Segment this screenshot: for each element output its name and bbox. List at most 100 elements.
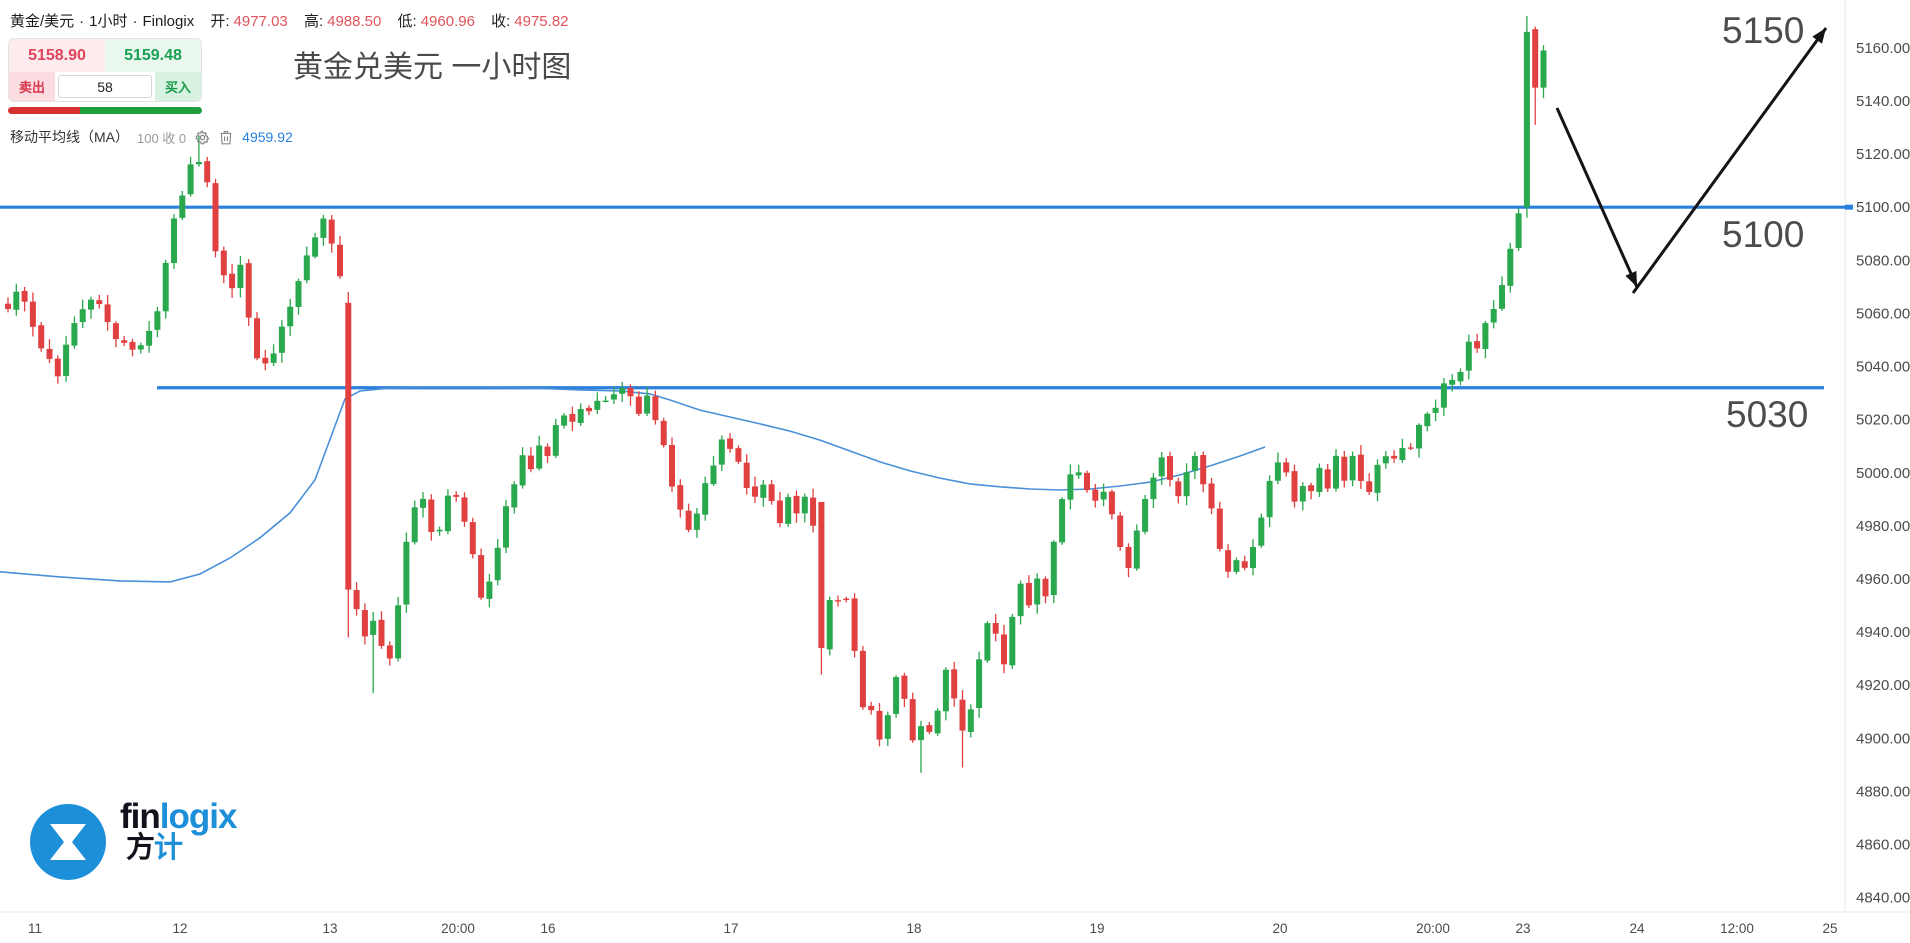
candle-body	[893, 677, 900, 714]
candle-body	[386, 645, 393, 659]
candle-body	[403, 541, 410, 605]
close-value: 4975.82	[514, 13, 569, 30]
time-tick-label: 23	[1515, 921, 1530, 936]
time-tick-label: 12:00	[1720, 921, 1754, 936]
candle-body	[1374, 464, 1381, 493]
time-tick-label: 16	[540, 921, 555, 936]
candle-body	[735, 448, 742, 462]
candle-body	[619, 388, 626, 394]
candle-body	[112, 323, 119, 340]
price-tick-label: 5140.00	[1856, 93, 1910, 110]
trend-arrow-up[interactable]	[1631, 27, 1828, 294]
candle-body	[743, 462, 750, 489]
candle-body	[660, 420, 667, 446]
candle-body	[270, 353, 277, 363]
candle-body	[1175, 481, 1182, 497]
candle-body	[1440, 383, 1447, 408]
ma-legend: 移动平均线（MA） 100 收 0 4959.92	[10, 127, 293, 147]
candle-body	[710, 465, 717, 485]
quote-widget: 5158.90 5159.48 卖出 买入	[8, 38, 202, 114]
candle-body	[353, 590, 360, 610]
candle-body	[1034, 578, 1041, 605]
candle-body	[1200, 455, 1207, 485]
sell-ratio-bar	[8, 107, 80, 114]
candle-body	[361, 610, 368, 637]
candle-body	[328, 219, 335, 244]
candle-body	[702, 483, 709, 515]
candle-body	[934, 710, 941, 734]
symbol-name[interactable]: 黄金/美元	[10, 13, 75, 30]
trash-icon[interactable]	[218, 129, 234, 145]
buy-price[interactable]: 5159.48	[105, 39, 201, 72]
annotation-label-5150[interactable]: 5150	[1722, 10, 1805, 51]
time-tick-label: 17	[723, 921, 738, 936]
time-tick-label: 18	[906, 921, 921, 936]
candle-body	[519, 455, 526, 486]
candle-body	[1490, 308, 1497, 323]
gear-icon[interactable]	[194, 129, 210, 145]
annotation-arrows[interactable]	[1555, 27, 1828, 294]
candle-body	[818, 501, 825, 649]
time-tick-label: 20:00	[1416, 921, 1450, 936]
candle-body	[1482, 323, 1489, 350]
candle-body	[1233, 560, 1240, 572]
candle-body	[959, 699, 966, 731]
logo-cjk-ji: 计	[154, 832, 183, 865]
price-axis[interactable]: 5160.00 5140.00 5120.00 5100.00 5080.00 5060.…	[1856, 40, 1910, 907]
candle-body	[586, 407, 592, 412]
price-tick-label: 4900.00	[1856, 730, 1910, 747]
time-axis[interactable]: 11 12 13 20:00 16 17 18 19 20 20:00 23 24 12:00 25	[28, 921, 1838, 936]
candle-body	[486, 581, 493, 599]
candle-body	[1100, 491, 1107, 500]
candle-body	[1009, 616, 1016, 666]
candle-body	[1001, 634, 1007, 665]
candle-body	[1084, 472, 1090, 491]
candle-body	[569, 414, 576, 422]
candle-body	[859, 650, 866, 708]
candle-body	[38, 325, 45, 349]
candle-body	[1349, 455, 1356, 481]
quantity-input[interactable]	[58, 75, 152, 98]
candle-body	[876, 710, 883, 740]
candle-body	[768, 484, 775, 502]
candle-body	[436, 529, 443, 532]
ma-line[interactable]	[0, 386, 1266, 583]
trend-arrow-down[interactable]	[1555, 107, 1639, 288]
candle-body	[1025, 582, 1032, 606]
candle-body	[337, 244, 343, 277]
interval-label[interactable]: 1小时	[89, 13, 128, 30]
candle-body	[1042, 578, 1049, 597]
annotation-label-5100[interactable]: 5100	[1722, 214, 1805, 255]
candle-body	[146, 330, 153, 346]
candle-body	[976, 659, 983, 708]
sell-price[interactable]: 5158.90	[9, 39, 105, 72]
candle-body	[303, 255, 310, 281]
sentiment-bar	[8, 107, 202, 114]
candle-body	[967, 709, 974, 732]
candle-body	[461, 497, 468, 522]
candle-body	[1515, 213, 1522, 249]
candle-body	[1299, 486, 1306, 502]
candle-body	[868, 705, 875, 711]
annotation-label-5030[interactable]: 5030	[1726, 394, 1809, 435]
candle-body	[378, 619, 385, 646]
candle-body	[295, 281, 302, 307]
candle-body	[1017, 583, 1024, 617]
price-tick-label: 4920.00	[1856, 677, 1910, 694]
candle-body	[1266, 480, 1273, 518]
candle-body	[187, 164, 194, 195]
ma-value: 4959.92	[242, 129, 293, 145]
level-lines[interactable]	[0, 205, 1845, 390]
candle-body	[1382, 456, 1389, 464]
buy-button[interactable]: 买入	[155, 72, 201, 101]
candle-body	[154, 311, 161, 330]
candle-body	[1391, 455, 1398, 459]
candle-body	[229, 273, 236, 289]
candle-body	[693, 513, 700, 530]
candle-body	[1283, 462, 1290, 473]
candle-body	[561, 415, 568, 426]
sell-button[interactable]: 卖出	[9, 72, 55, 101]
candle-body	[1457, 371, 1464, 382]
